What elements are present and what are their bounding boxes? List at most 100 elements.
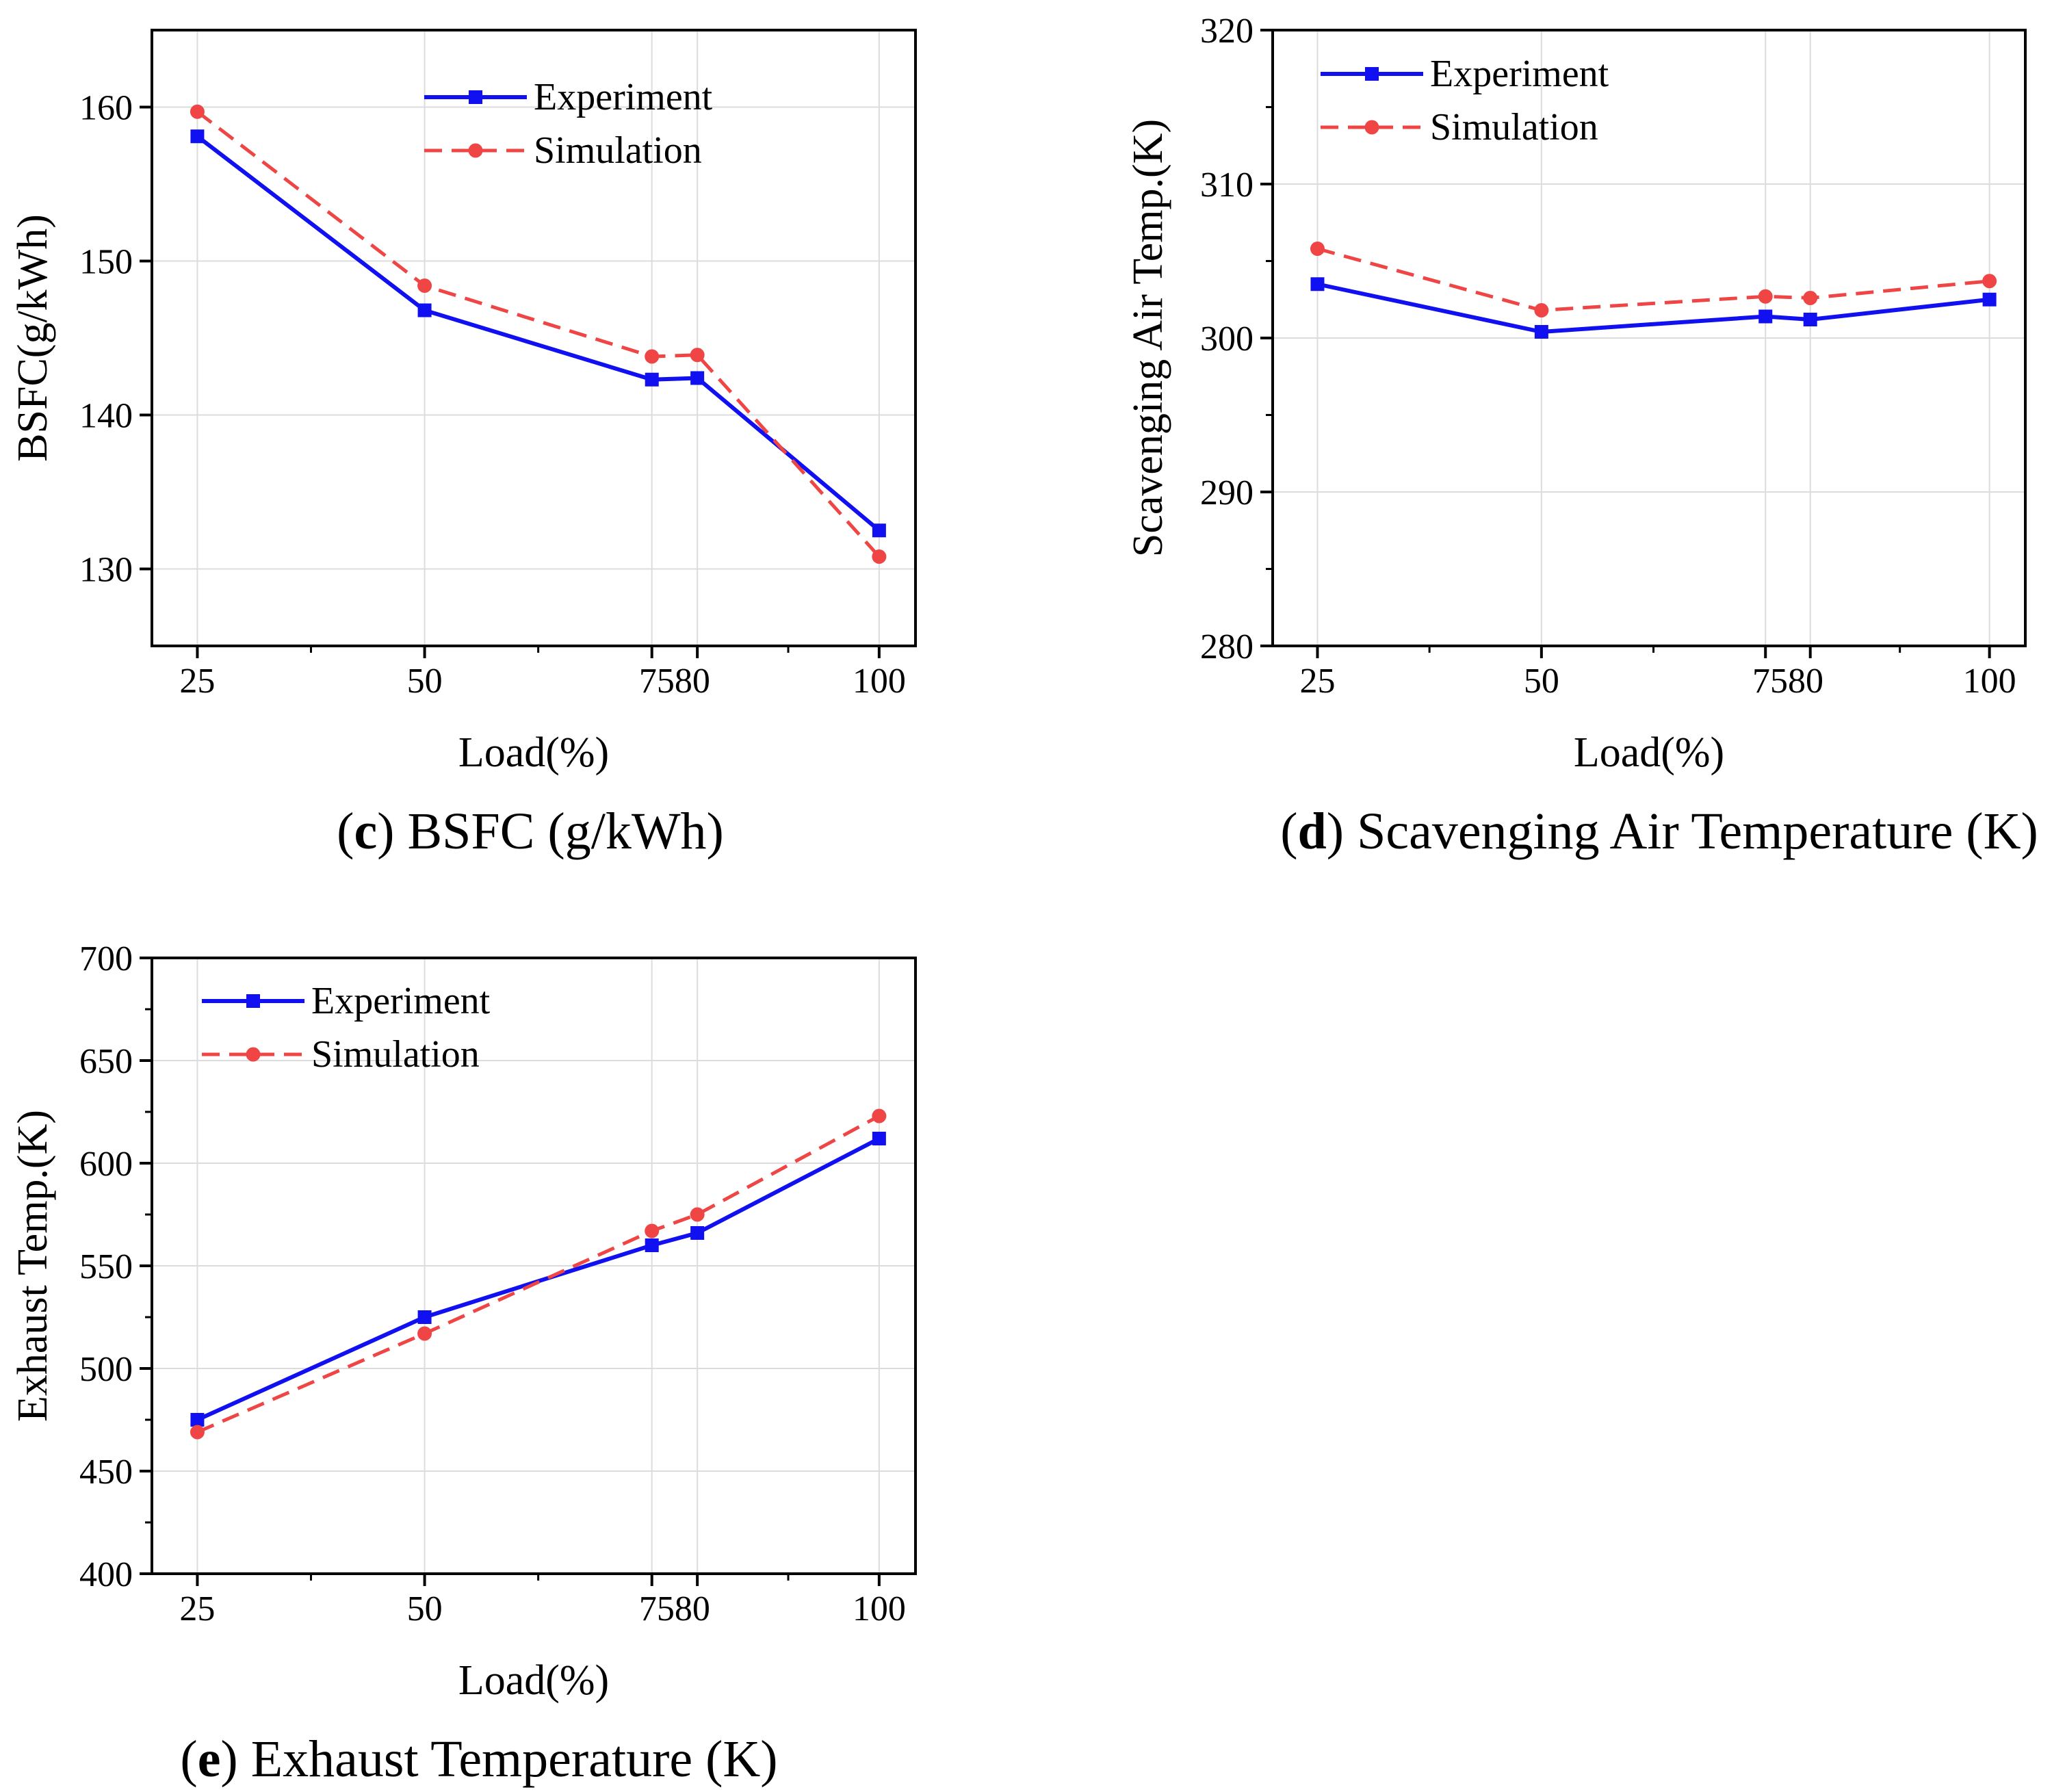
y-tick-label: 150 (79, 243, 133, 282)
experiment-point (872, 523, 886, 538)
simulation-point (1310, 242, 1325, 256)
legend-simulation-marker (246, 1047, 261, 1062)
simulation-point (1982, 274, 1997, 289)
y-tick-label: 600 (79, 1145, 133, 1184)
simulation-line (1316, 247, 1990, 312)
y-tick-label: 650 (79, 1042, 133, 1081)
caption-paren: ( (180, 1730, 197, 1788)
legend: Experiment Simulation (424, 76, 713, 172)
legend-experiment-label: Experiment (534, 76, 713, 118)
legend-simulation-label: Simulation (311, 1033, 480, 1076)
experiment-point (190, 129, 205, 144)
x-tick-label: 7580 (639, 662, 710, 701)
experiment-point (690, 1226, 705, 1240)
legend-simulation-label: Simulation (534, 129, 702, 172)
experiment-point (645, 1238, 659, 1252)
simulation-point (190, 1425, 205, 1440)
legend-experiment-marker (246, 994, 260, 1008)
simulation-point (190, 104, 205, 119)
chart-d: 280 290 300 310 320 25 50 7580 100 Load(%) Scaveng… (1125, 12, 2038, 860)
chart-e: 400 450 500 550 600 650 700 25 50 7580 100 Load(%) E… (10, 939, 917, 1788)
legend: Experiment Simulation (202, 980, 491, 1076)
experiment-point (190, 1413, 205, 1427)
y-tick-label: 130 (79, 551, 133, 590)
caption: (d) Scavenging Air Temperature (K) (1280, 803, 2038, 860)
experiment-point (1758, 309, 1773, 324)
x-axis-label: Load(%) (458, 729, 609, 776)
x-tick-label: 7580 (639, 1589, 710, 1628)
y-tick-label: 280 (1200, 627, 1254, 666)
simulation-point (417, 1326, 432, 1341)
caption-text: BSFC (g/kWh) (407, 803, 723, 860)
experiment-point (690, 371, 705, 385)
caption-paren: ) (220, 1730, 250, 1788)
caption-letter: d (1298, 803, 1327, 860)
experiment-point (645, 372, 659, 387)
y-tick-label: 310 (1200, 166, 1254, 205)
experiment-point (417, 1310, 432, 1324)
legend-experiment-label: Experiment (1430, 53, 1609, 95)
y-tick-label: 300 (1200, 320, 1254, 359)
chart-c: 130 140 150 160 25 50 7580 100 Load(%) BSFC(g/kWh… (10, 29, 917, 860)
caption-letter: e (198, 1730, 221, 1788)
caption-paren: ) (377, 803, 407, 860)
experiment-point (1534, 325, 1548, 339)
x-tick-label: 25 (179, 662, 215, 701)
legend-simulation-marker (468, 143, 483, 158)
caption-letter: c (354, 803, 377, 860)
caption: (e) Exhaust Temperature (K) (180, 1730, 777, 1788)
caption: (c) BSFC (g/kWh) (337, 803, 724, 860)
y-tick-label: 160 (79, 89, 133, 128)
x-tick-label: 7580 (1752, 662, 1823, 701)
x-axis-label: Load(%) (1574, 729, 1724, 776)
x-tick-label: 50 (407, 662, 443, 701)
simulation-point (417, 278, 432, 293)
x-tick-label: 100 (1963, 662, 2016, 701)
simulation-point (645, 349, 660, 364)
legend-experiment-marker (469, 90, 482, 104)
caption-paren: ) (1327, 803, 1357, 860)
caption-text: Scavenging Air Temperature (K) (1357, 803, 2038, 860)
y-tick-label: 140 (79, 397, 133, 436)
simulation-point (645, 1223, 660, 1238)
experiment-line (196, 134, 881, 532)
simulation-point (1758, 289, 1773, 304)
legend-simulation-marker (1364, 120, 1379, 135)
simulation-point (872, 1108, 887, 1124)
y-tick-label: 290 (1200, 473, 1254, 512)
y-tick-label: 500 (79, 1350, 133, 1389)
experiment-point (1310, 277, 1325, 291)
x-axis-label: Load(%) (458, 1657, 609, 1704)
y-tick-label: 400 (79, 1555, 133, 1594)
x-tick-label: 100 (853, 1589, 906, 1628)
legend-experiment-marker (1365, 67, 1379, 81)
legend: Experiment Simulation (1321, 53, 1609, 148)
y-axis-label: Scavenging Air Temp.(K) (1125, 119, 1171, 557)
plot-frame (151, 29, 917, 647)
y-tick-label: 320 (1200, 12, 1254, 51)
experiment-point (1803, 313, 1817, 326)
caption-text: Exhaust Temperature (K) (251, 1730, 778, 1788)
y-axis-label: Exhaust Temp.(K) (10, 1110, 56, 1422)
legend-simulation-label: Simulation (1430, 106, 1598, 148)
x-tick-label: 50 (1524, 662, 1559, 701)
experiment-point (1982, 292, 1997, 307)
y-axis-label: BSFC(g/kWh) (10, 214, 56, 462)
experiment-point (417, 303, 432, 317)
simulation-line (196, 110, 881, 558)
x-tick-label: 100 (853, 662, 906, 701)
caption-paren: ( (1280, 803, 1297, 860)
x-tick-label: 25 (179, 1589, 215, 1628)
simulation-point (872, 549, 887, 564)
x-tick-label: 50 (407, 1589, 443, 1628)
simulation-point (1534, 303, 1549, 317)
y-tick-label: 550 (79, 1247, 133, 1286)
simulation-point (1803, 291, 1818, 305)
x-tick-label: 25 (1299, 662, 1335, 701)
simulation-point (690, 1207, 705, 1222)
experiment-line (196, 1137, 881, 1422)
y-tick-label: 450 (79, 1453, 133, 1492)
y-tick-label: 700 (79, 939, 133, 978)
legend-experiment-label: Experiment (311, 980, 491, 1022)
caption-paren: ( (337, 803, 354, 860)
